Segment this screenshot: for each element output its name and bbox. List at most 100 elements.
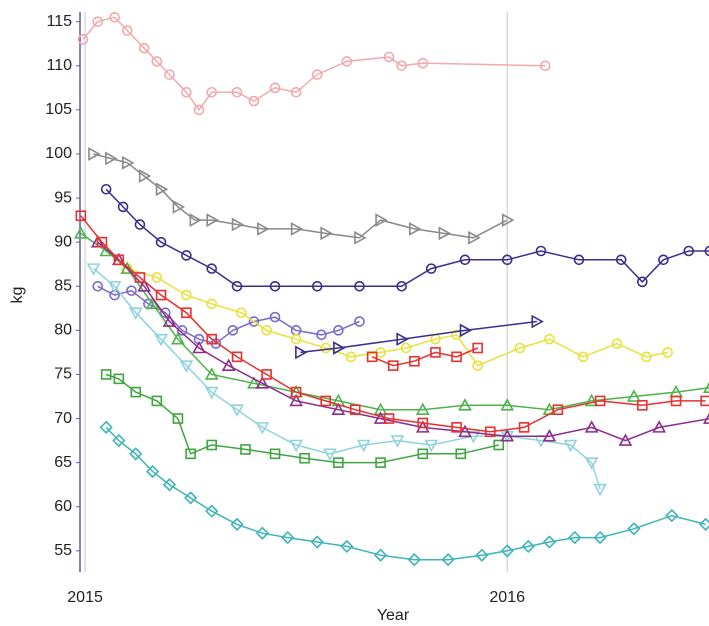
data-point: [409, 355, 420, 367]
data-point: [105, 151, 118, 166]
y-tick-label: 105: [45, 101, 72, 118]
data-point: [134, 219, 146, 230]
y-tick-label: 65: [54, 454, 72, 471]
data-point: [159, 307, 171, 319]
data-point: [356, 439, 371, 453]
data-point: [240, 444, 251, 455]
data-point: [568, 530, 582, 545]
data-point: [637, 276, 648, 288]
data-point: [162, 478, 177, 492]
data-point: [290, 333, 302, 345]
data-point: [341, 56, 353, 67]
data-point: [151, 272, 163, 283]
data-point: [204, 367, 219, 380]
data-point: [206, 439, 218, 451]
data-point: [290, 386, 302, 398]
data-point: [138, 169, 152, 183]
data-point: [430, 347, 441, 358]
data-point: [500, 398, 515, 411]
data-point: [387, 360, 399, 371]
data-point: [459, 254, 471, 266]
data-point: [373, 411, 388, 424]
data-point: [594, 395, 606, 407]
y-tick-label: 95: [54, 189, 72, 206]
data-point: [593, 530, 607, 545]
data-point: [310, 535, 324, 549]
y-tick-label: 110: [46, 57, 72, 74]
data-point: [311, 280, 323, 292]
data-point: [472, 360, 483, 371]
data-point: [573, 254, 585, 266]
data-point: [230, 404, 244, 417]
data-point: [311, 69, 323, 80]
data-point: [181, 250, 192, 261]
data-point: [290, 222, 304, 236]
data-point: [320, 226, 333, 241]
data-point: [702, 382, 709, 393]
data-point: [333, 341, 346, 355]
data-point: [375, 213, 388, 227]
data-point: [500, 429, 515, 442]
data-point: [535, 245, 547, 257]
data-point: [281, 530, 295, 545]
data-point: [204, 386, 219, 400]
data-point: [247, 376, 261, 389]
data-point: [577, 351, 589, 363]
data-point: [396, 332, 409, 347]
data-point: [257, 222, 270, 236]
data-point: [354, 230, 367, 245]
data-point: [331, 402, 346, 416]
y-axis-label: kg: [9, 287, 26, 304]
data-point: [458, 424, 472, 438]
data-point: [171, 332, 185, 345]
data-point: [231, 217, 245, 232]
data-point: [172, 413, 184, 424]
data-point: [112, 433, 126, 448]
data-point: [425, 263, 437, 274]
data-point: [176, 325, 188, 336]
data-point: [340, 539, 354, 554]
y-tick-label: 90: [54, 233, 72, 250]
data-point: [92, 280, 104, 292]
data-point: [189, 213, 202, 227]
data-point: [618, 433, 633, 446]
data-point: [417, 57, 429, 69]
data-point: [320, 342, 331, 354]
data-point: [92, 16, 104, 28]
data-point: [468, 230, 481, 245]
data-point: [345, 351, 357, 363]
data-point: [138, 42, 150, 54]
data-point: [521, 539, 535, 554]
data-point: [255, 376, 270, 389]
data-point: [323, 448, 337, 461]
data-point: [500, 544, 514, 558]
data-point: [192, 340, 206, 354]
series-line: [105, 373, 499, 464]
data-point: [181, 86, 192, 98]
data-point: [417, 417, 429, 429]
data-point: [107, 280, 122, 294]
data-point: [120, 261, 135, 274]
data-point: [154, 333, 168, 347]
data-point: [472, 342, 483, 354]
data-point: [493, 439, 505, 451]
data-point: [75, 210, 87, 222]
data-point: [231, 351, 243, 363]
data-point: [615, 254, 627, 266]
data-point: [183, 491, 198, 505]
data-point: [698, 517, 709, 532]
data-point: [333, 457, 344, 468]
data-point: [162, 314, 177, 327]
y-tick-label: 100: [45, 145, 72, 162]
data-point: [86, 263, 101, 276]
data-point: [155, 182, 169, 197]
data-point: [185, 448, 196, 460]
data-point: [230, 517, 244, 532]
data-point: [320, 395, 331, 407]
series-line: [300, 320, 537, 354]
data-point: [100, 369, 112, 380]
data-point: [121, 25, 133, 36]
data-point: [544, 333, 555, 345]
series-line: [371, 347, 478, 367]
